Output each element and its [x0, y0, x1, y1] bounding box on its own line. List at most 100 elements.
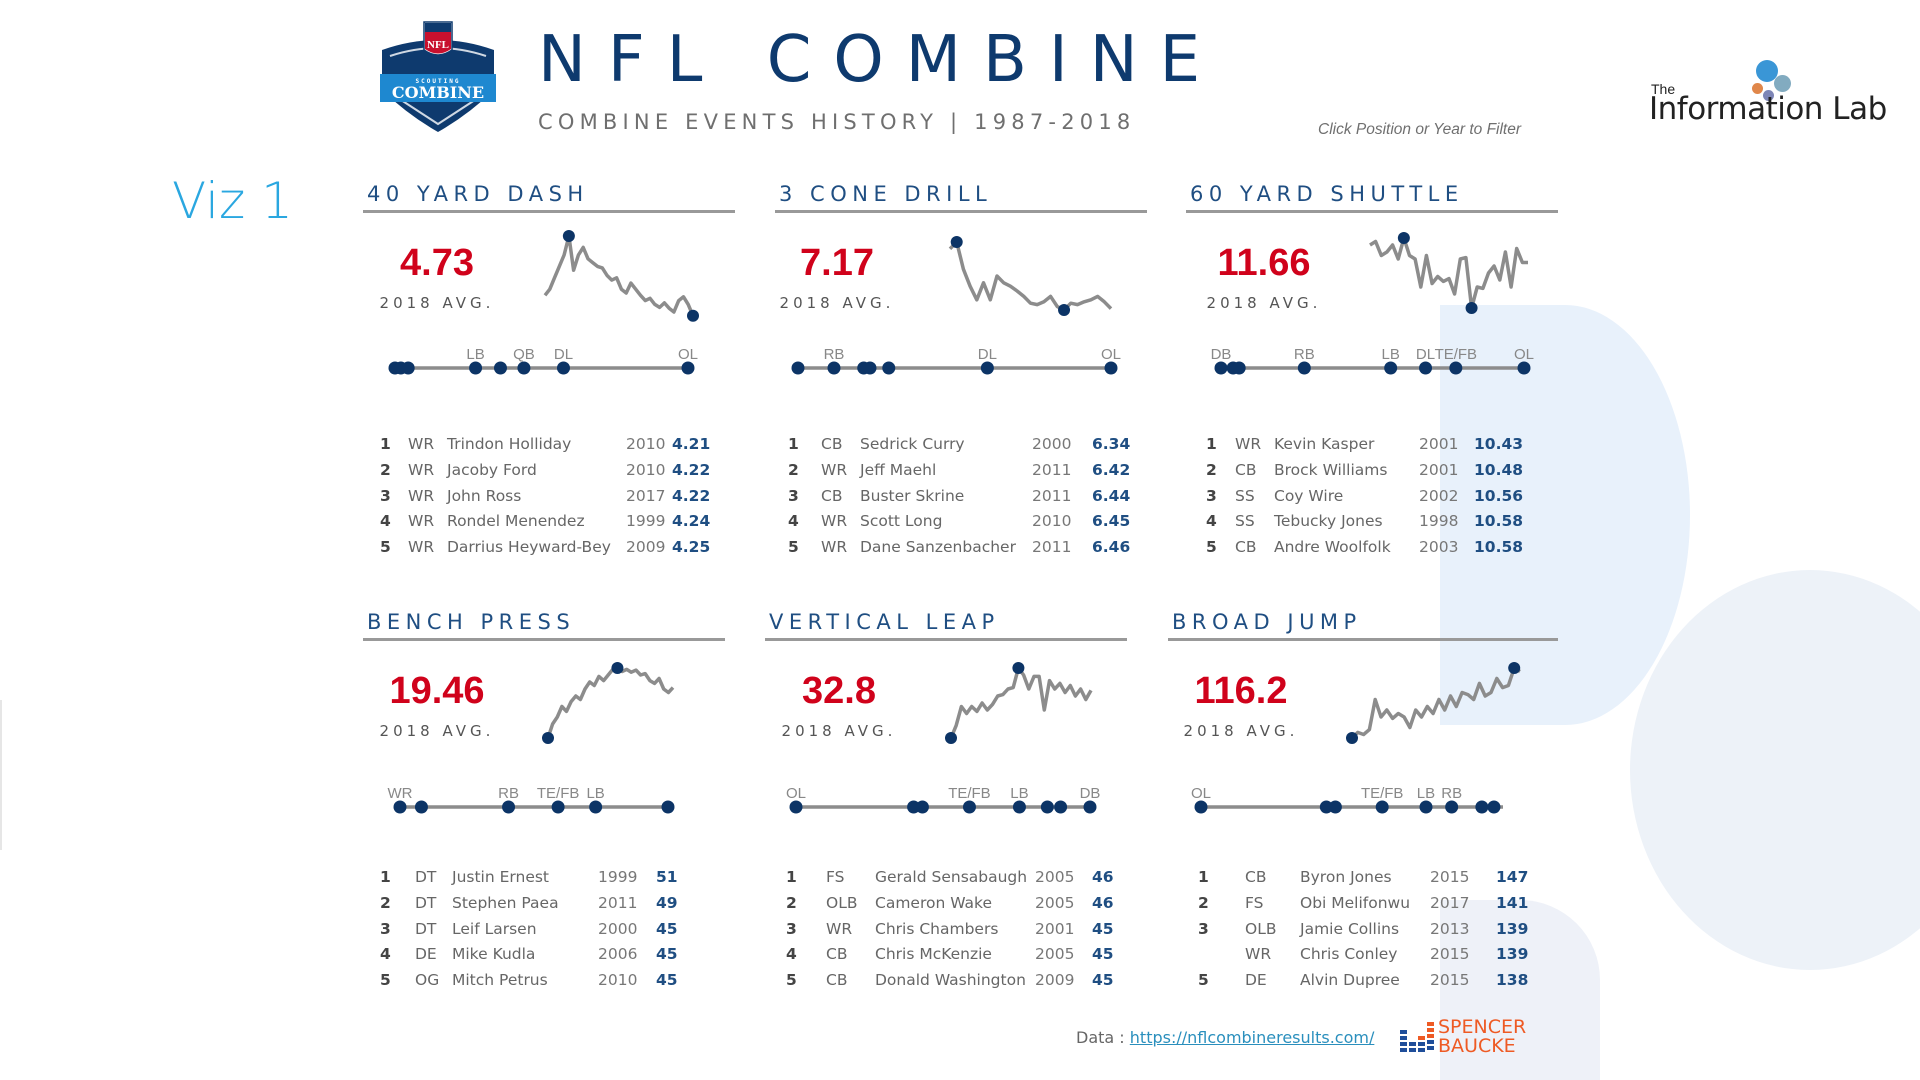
position-label[interactable]: OL	[786, 785, 806, 802]
trend-sparkline[interactable]	[543, 230, 699, 322]
year-cell[interactable]: 2013	[1430, 919, 1470, 938]
year-cell[interactable]: 1998	[1419, 512, 1459, 531]
position-dot[interactable]	[1384, 361, 1398, 375]
trend-peak-marker[interactable]	[611, 662, 624, 674]
position-cell[interactable]: DT	[415, 919, 437, 938]
position-dot[interactable]	[789, 800, 803, 814]
position-cell[interactable]: WR	[408, 435, 435, 453]
position-dot[interactable]	[1319, 800, 1333, 814]
position-label[interactable]: RB	[824, 346, 845, 363]
trend-low-marker[interactable]	[1058, 304, 1071, 316]
position-cell[interactable]: WR	[408, 538, 435, 557]
year-cell[interactable]: 2010	[598, 971, 638, 990]
year-cell[interactable]: 2011	[1032, 486, 1072, 505]
position-dot[interactable]	[1419, 361, 1433, 375]
position-cell[interactable]: CB	[826, 971, 848, 990]
position-dot[interactable]	[1054, 800, 1068, 814]
trend-peak-marker[interactable]	[1012, 662, 1025, 674]
position-dot[interactable]	[414, 800, 428, 814]
data-source-link[interactable]: https://nflcombineresults.com/	[1129, 1028, 1375, 1047]
position-cell[interactable]: CB	[821, 486, 843, 505]
position-cell[interactable]: SS	[1235, 486, 1255, 505]
trend-low-marker[interactable]	[687, 309, 699, 322]
trend-peak-marker[interactable]	[1397, 232, 1410, 244]
position-dot[interactable]	[915, 800, 929, 814]
position-cell[interactable]: DT	[415, 868, 437, 886]
position-cell[interactable]: OG	[415, 971, 440, 990]
position-cell[interactable]: DE	[1245, 971, 1267, 990]
position-cell[interactable]: WR	[1235, 435, 1262, 453]
position-cell[interactable]: FS	[1245, 893, 1264, 912]
trend-sparkline[interactable]	[1346, 662, 1521, 744]
year-cell[interactable]: 2001	[1419, 435, 1459, 453]
position-dot[interactable]	[1328, 800, 1342, 814]
position-dot[interactable]	[882, 361, 896, 375]
position-label[interactable]: LB	[466, 346, 484, 363]
position-cell[interactable]: WR	[826, 919, 853, 938]
position-dot[interactable]	[1487, 800, 1501, 814]
position-label[interactable]: OL	[1514, 346, 1534, 363]
year-cell[interactable]: 2015	[1430, 945, 1470, 964]
year-cell[interactable]: 2010	[1032, 512, 1072, 531]
position-dot[interactable]	[1449, 361, 1463, 375]
position-dot[interactable]	[791, 361, 805, 375]
position-dot[interactable]	[863, 361, 877, 375]
position-cell[interactable]: CB	[821, 435, 843, 453]
position-dot[interactable]	[1040, 800, 1054, 814]
position-label[interactable]: RB	[1294, 346, 1315, 363]
year-cell[interactable]: 2017	[626, 486, 666, 505]
year-cell[interactable]: 1999	[626, 512, 666, 531]
year-cell[interactable]: 2000	[598, 919, 638, 938]
position-cell[interactable]: WR	[408, 460, 435, 479]
position-dot[interactable]	[517, 361, 531, 375]
position-cell[interactable]: CB	[1235, 538, 1257, 557]
position-label[interactable]: TE/FB	[948, 785, 991, 802]
trend-low-marker[interactable]	[945, 732, 957, 744]
position-cell[interactable]: DT	[415, 893, 437, 912]
position-dot[interactable]	[393, 800, 407, 814]
position-cell[interactable]: WR	[821, 512, 848, 531]
position-label[interactable]: TE/FB	[1435, 346, 1478, 363]
position-dot[interactable]	[1012, 800, 1026, 814]
trend-peak-marker[interactable]	[562, 230, 575, 242]
year-cell[interactable]: 2009	[626, 538, 666, 557]
position-dot[interactable]	[1194, 800, 1208, 814]
position-dot[interactable]	[469, 361, 483, 375]
position-cell[interactable]: WR	[408, 512, 435, 531]
year-cell[interactable]: 2001	[1035, 919, 1075, 938]
position-dot[interactable]	[980, 361, 994, 375]
year-cell[interactable]: 2005	[1035, 945, 1075, 964]
position-label[interactable]: DL	[554, 346, 573, 363]
position-dot[interactable]	[661, 800, 675, 814]
trend-low-marker[interactable]	[1346, 732, 1358, 744]
position-label[interactable]: DB	[1080, 785, 1101, 802]
position-dot[interactable]	[1104, 361, 1118, 375]
trend-low-marker[interactable]	[1465, 302, 1478, 314]
position-label[interactable]: TE/FB	[537, 785, 580, 802]
position-cell[interactable]: CB	[826, 945, 848, 964]
trend-sparkline[interactable]	[542, 662, 675, 744]
trend-sparkline[interactable]	[945, 662, 1093, 744]
position-cell[interactable]: OLB	[1245, 919, 1277, 938]
position-dot[interactable]	[556, 361, 570, 375]
year-cell[interactable]: 2011	[1032, 460, 1072, 479]
position-cell[interactable]: CB	[1245, 868, 1267, 886]
position-label[interactable]: OL	[1101, 346, 1121, 363]
position-dot[interactable]	[1517, 361, 1531, 375]
position-dot[interactable]	[1445, 800, 1459, 814]
position-label[interactable]: QB	[513, 346, 535, 363]
trend-sparkline[interactable]	[1369, 232, 1528, 314]
position-label[interactable]: LB	[1010, 785, 1028, 802]
position-dot[interactable]	[1214, 361, 1228, 375]
position-dot[interactable]	[1419, 800, 1433, 814]
year-cell[interactable]: 2001	[1419, 460, 1459, 479]
position-dot[interactable]	[1375, 800, 1389, 814]
position-dot[interactable]	[1475, 800, 1489, 814]
position-label[interactable]: RB	[1441, 785, 1462, 802]
position-cell[interactable]: WR	[408, 486, 435, 505]
position-cell[interactable]: WR	[821, 460, 848, 479]
position-label[interactable]: TE/FB	[1361, 785, 1404, 802]
year-cell[interactable]: 2010	[626, 435, 666, 453]
position-label[interactable]: LB	[1382, 346, 1400, 363]
trend-peak-marker[interactable]	[1508, 662, 1521, 674]
